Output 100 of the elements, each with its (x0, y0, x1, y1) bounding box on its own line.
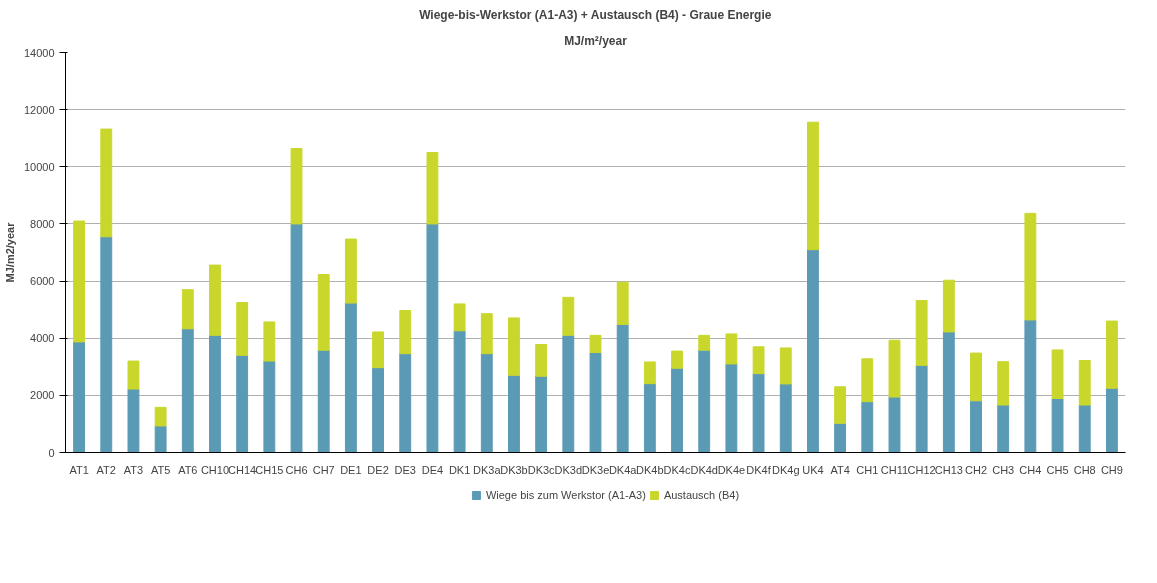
bar (317, 274, 330, 351)
bar (616, 324, 629, 453)
bar (508, 374, 520, 453)
bar (480, 313, 493, 355)
x-tick-label: UK4 (802, 463, 824, 476)
x-tick-label: DE3 (394, 463, 416, 476)
y-axis-title: MJ/m2/year (3, 221, 16, 283)
bar (970, 400, 982, 453)
bar (236, 302, 249, 356)
bar (453, 303, 466, 332)
bar (589, 352, 602, 453)
x-tick-label: DK4a (608, 463, 638, 476)
bar (399, 353, 412, 453)
x-tick-label: CH9 (1100, 463, 1123, 476)
x-tick-label: AT6 (178, 463, 198, 476)
x-tick-label: DK1 (448, 463, 471, 476)
bar (779, 347, 792, 385)
bar (426, 223, 439, 453)
bar (426, 152, 439, 225)
bar (127, 360, 140, 390)
bar (752, 373, 765, 453)
y-tick-label: 12000 (23, 103, 55, 116)
bar (861, 401, 874, 453)
bar (1051, 349, 1064, 399)
bar (73, 220, 86, 343)
bar (698, 334, 711, 351)
bar (616, 281, 629, 325)
bar (181, 289, 194, 330)
x-tick-label: CH13 (934, 463, 963, 476)
x-tick-label: CH1 (856, 463, 879, 476)
x-tick-label: AT3 (123, 463, 144, 476)
legend-label: Wiege bis zum Werkstor (A1-A3) (485, 489, 646, 501)
bar (834, 422, 847, 453)
y-tick-label: 6000 (30, 275, 55, 288)
x-tick-label: AT5 (150, 463, 171, 476)
bar (453, 330, 466, 453)
bar (1105, 320, 1118, 389)
bar (100, 128, 113, 238)
x-tick-label: CH7 (312, 463, 335, 476)
bar (942, 331, 955, 453)
bar (970, 352, 982, 402)
x-tick-label: CH6 (285, 463, 308, 476)
x-tick-label: CH11 (880, 463, 909, 476)
bar (752, 346, 765, 375)
bar (698, 349, 711, 453)
y-tick-label: 8000 (30, 217, 55, 230)
bar (807, 249, 819, 453)
bar (236, 354, 249, 453)
x-tick-label: DK3b (500, 463, 528, 476)
y-tick-label: 4000 (30, 332, 55, 345)
x-tick-label: DK4c (663, 463, 691, 476)
legend-label: Austausch (B4) (663, 489, 740, 501)
x-tick-label: CH4 (1019, 463, 1042, 476)
x-tick-label: CH2 (965, 463, 988, 476)
bar (997, 404, 1010, 453)
x-tick-label: CH15 (255, 463, 284, 476)
x-tick-label: DK3e (581, 463, 610, 476)
x-tick-label: DK4f (746, 463, 772, 476)
bar (1105, 387, 1118, 453)
bar (861, 358, 874, 403)
bar (888, 339, 901, 398)
bar (888, 396, 901, 453)
bar (290, 148, 303, 225)
bar (480, 353, 493, 453)
bar (643, 361, 656, 385)
x-tick-label: DK3c (527, 463, 556, 476)
bar (290, 223, 303, 453)
bar (535, 344, 548, 377)
x-tick-label: DK4e (717, 463, 746, 476)
x-tick-label: DK3d (554, 463, 583, 476)
bar (1078, 360, 1091, 406)
bar (643, 383, 656, 453)
bar (562, 296, 575, 336)
bar (725, 363, 738, 453)
bar (1024, 212, 1037, 321)
bar (779, 383, 792, 453)
bar (73, 341, 86, 453)
bar (344, 238, 357, 304)
x-tick-label: CH3 (992, 463, 1015, 476)
x-tick-label: AT2 (96, 463, 116, 476)
bar (508, 317, 520, 376)
bar (725, 333, 738, 365)
bar (1051, 398, 1064, 453)
bar (942, 279, 955, 333)
y-tick-label: 10000 (23, 160, 55, 173)
x-tick-label: DE1 (340, 463, 362, 476)
bar (997, 361, 1010, 406)
bar (807, 121, 819, 251)
x-tick-label: AT1 (69, 463, 89, 476)
y-tick-label: 0 (48, 446, 55, 459)
bar (127, 388, 140, 453)
bar (834, 386, 847, 424)
bar (317, 349, 330, 453)
bar (372, 367, 384, 453)
bar (209, 264, 221, 336)
x-tick-label: DE2 (367, 463, 389, 476)
bar (1078, 404, 1091, 453)
x-tick-label: CH10 (200, 463, 230, 476)
bar (535, 375, 548, 453)
chart-title: Wiege-bis-Werkstor (A1-A3) + Austausch (B4) - Graue Energie (419, 7, 772, 22)
